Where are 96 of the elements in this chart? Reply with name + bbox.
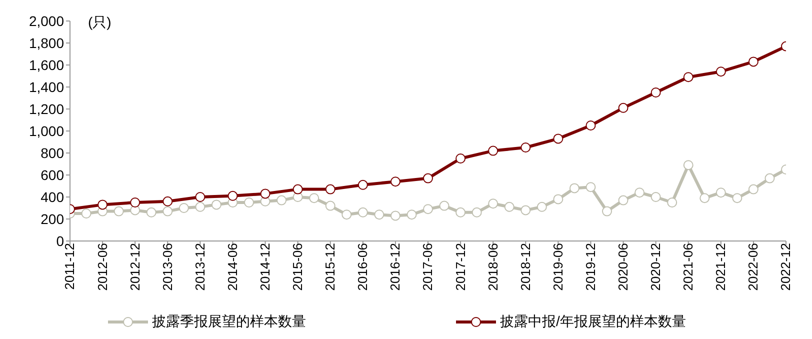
point <box>472 207 482 218</box>
point <box>602 206 612 216</box>
legend-label: 披露中报/年报展望的样本数量 <box>500 313 686 331</box>
point <box>439 200 450 211</box>
point <box>162 206 173 216</box>
x-tick-label: 2016-06 <box>355 243 370 291</box>
legend-label: 披露季报展望的样本数量 <box>152 313 306 331</box>
point <box>764 173 775 184</box>
y-tick-label: 2,000 <box>28 12 64 29</box>
x-tick-label: 2019-12 <box>582 243 598 291</box>
point <box>390 176 400 187</box>
x-tick-label: 2021-06 <box>680 243 696 291</box>
x-tick-label: 2022-06 <box>746 243 761 291</box>
point <box>146 207 156 218</box>
point <box>309 193 320 204</box>
y-tick-label: 600 <box>40 166 64 183</box>
point <box>650 88 661 98</box>
point <box>488 198 498 209</box>
y-axis-title: (只) <box>88 14 112 32</box>
point <box>683 72 694 82</box>
point <box>406 210 417 220</box>
x-tick-label: 2015-12 <box>322 243 338 291</box>
point <box>732 193 742 204</box>
point <box>292 184 303 194</box>
point <box>325 184 336 194</box>
y-tick-label: 0 <box>56 232 64 249</box>
point <box>325 200 336 211</box>
point <box>260 188 270 199</box>
point <box>162 196 173 206</box>
x-tick-label: 2018-12 <box>518 243 533 291</box>
y-tick-label: 1,200 <box>28 100 64 117</box>
point <box>520 142 531 152</box>
x-tick-label: 2013-12 <box>192 243 208 291</box>
point <box>667 198 678 208</box>
point <box>244 198 254 208</box>
point <box>374 210 384 220</box>
x-tick-label: 2019-06 <box>550 243 566 291</box>
point <box>586 182 596 192</box>
x-tick-label: 2014-12 <box>258 243 273 291</box>
x-tick-label: 2017-06 <box>420 243 436 291</box>
y-tick-label: 1,400 <box>28 78 64 95</box>
point <box>748 184 758 194</box>
x-tick-label: 2020-12 <box>648 243 664 291</box>
x-tick-label: 2017-12 <box>452 243 468 291</box>
point <box>456 154 466 164</box>
point <box>358 180 368 190</box>
point <box>342 210 352 220</box>
point <box>618 102 628 113</box>
point <box>504 202 514 212</box>
x-tick-label: 2021-12 <box>713 243 728 291</box>
point <box>195 192 206 202</box>
x-tick-label: 2012-12 <box>127 243 142 291</box>
point <box>650 192 661 202</box>
point <box>553 134 564 144</box>
point <box>700 193 710 204</box>
point <box>276 195 287 206</box>
point <box>211 200 222 210</box>
x-tick-label: 2011-12 <box>62 243 78 290</box>
point <box>178 203 189 213</box>
point <box>553 194 564 204</box>
x-tick-label: 2012-06 <box>94 243 110 291</box>
y-tick-label: 1,800 <box>28 34 64 51</box>
point <box>520 205 531 216</box>
y-tick-label: 800 <box>40 144 64 161</box>
point <box>634 188 645 198</box>
point <box>748 56 758 67</box>
point <box>569 183 580 194</box>
point <box>456 207 466 218</box>
x-tick-label: 2014-06 <box>224 243 240 291</box>
point <box>423 204 433 214</box>
point <box>114 206 124 216</box>
x-tick-label: 2016-12 <box>388 243 403 291</box>
point <box>716 188 726 198</box>
point <box>683 160 694 170</box>
x-tick-label: 2020-06 <box>616 243 631 291</box>
point <box>586 120 596 130</box>
x-tick-label: 2022-12 <box>778 243 794 291</box>
x-tick-label: 2015-06 <box>290 243 306 291</box>
point <box>390 210 400 221</box>
y-tick-label: 200 <box>40 210 64 227</box>
point <box>618 195 628 206</box>
x-tick-label: 2018-06 <box>485 243 500 291</box>
y-tick-label: 1,000 <box>28 122 64 139</box>
point <box>488 146 498 156</box>
point <box>423 173 433 184</box>
point <box>98 200 108 210</box>
point <box>130 198 140 208</box>
point <box>228 190 238 201</box>
y-tick-label: 400 <box>40 188 64 205</box>
point <box>81 208 92 218</box>
point <box>195 202 206 212</box>
point <box>358 207 368 218</box>
y-tick-label: 1,600 <box>28 56 64 73</box>
point <box>536 202 547 212</box>
x-tick-label: 2013-06 <box>160 243 175 291</box>
point <box>716 66 726 77</box>
